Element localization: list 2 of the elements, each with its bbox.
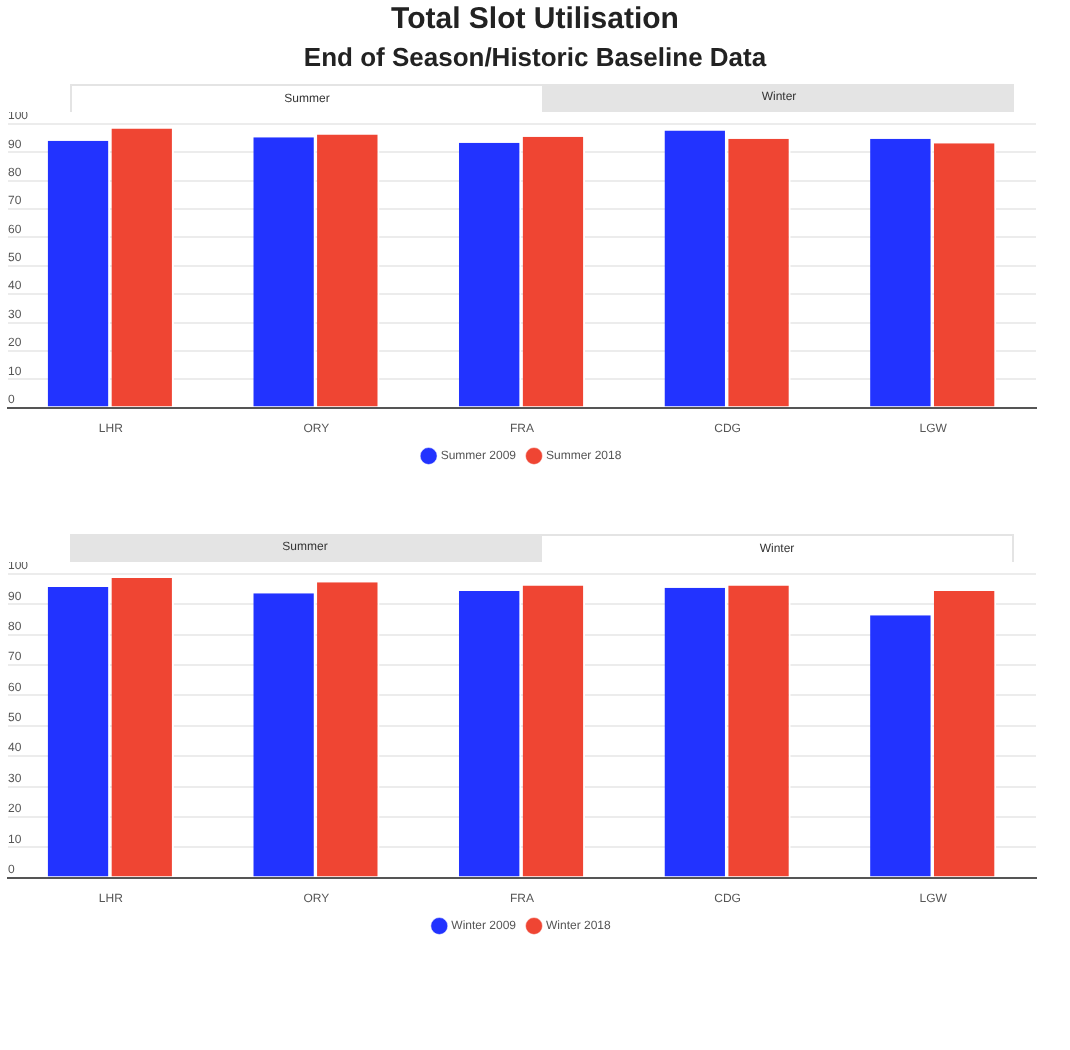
chart-subtitle: End of Season/Historic Baseline Data bbox=[301, 40, 769, 76]
chart-title: Total Slot Utilisation bbox=[389, 0, 681, 40]
